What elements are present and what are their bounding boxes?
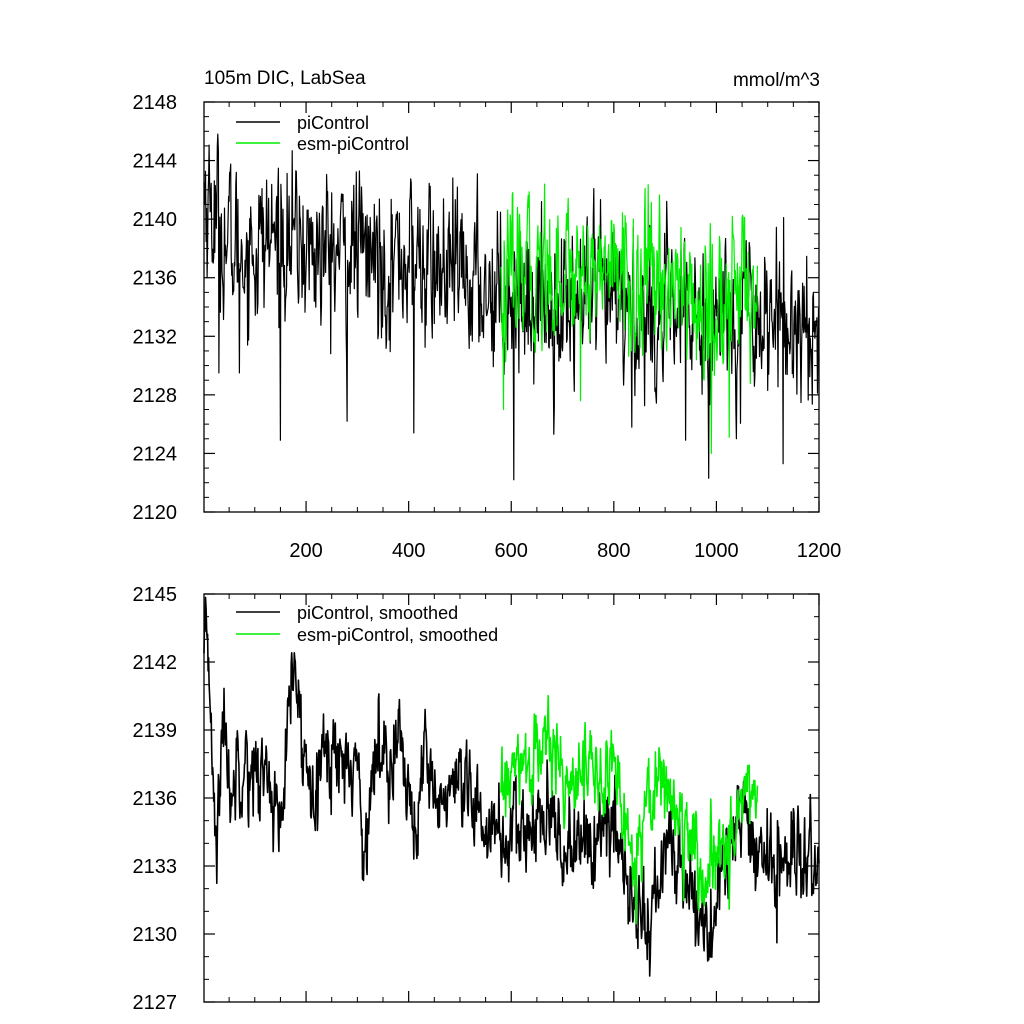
top-x-tick-label: 1000 [694, 540, 739, 562]
top-panel-title: 105m DIC, LabSea [204, 68, 366, 89]
bottom-series-line-esm-picontrol-smoothed [500, 694, 759, 925]
bottom-y-tick-label: 2133 [133, 856, 178, 878]
top-y-tick-label: 2124 [133, 443, 178, 465]
top-x-tick-label: 400 [392, 540, 425, 562]
top-y-tick-label: 2148 [133, 92, 178, 114]
legend-label-esm-picontrol: esm-piControl [297, 134, 409, 154]
top-panel: 105m DIC, LabSea mmol/m^3 21202124212821… [133, 68, 842, 562]
bottom-y-tick-label: 2145 [133, 584, 178, 606]
top-legend: piControl esm-piControl [236, 113, 409, 154]
bottom-y-tick-label: 2127 [133, 992, 178, 1014]
top-series-group [203, 133, 820, 481]
legend-label-picontrol: piControl [297, 113, 369, 133]
top-series-line-esm-picontrol [500, 183, 758, 454]
bottom-series-group [203, 596, 820, 977]
bottom-series-line-picontrol-smoothed [203, 596, 820, 977]
top-x-tick-label: 200 [289, 540, 322, 562]
bottom-y-tick-label: 2142 [133, 652, 178, 674]
legend-label-picontrol-smoothed: piControl, smoothed [297, 603, 458, 623]
top-x-tick-label: 600 [495, 540, 528, 562]
top-y-tick-label: 2140 [133, 209, 178, 231]
bottom-y-tick-label: 2130 [133, 924, 178, 946]
bottom-plot-frame [203, 593, 820, 1003]
bottom-axes: 2127 2130 2133 2136 2139 2142 2145 [133, 584, 820, 1014]
top-y-tick-label: 2120 [133, 502, 178, 524]
top-y-tick-label: 2128 [133, 385, 178, 407]
top-x-tick-label: 800 [597, 540, 630, 562]
bottom-y-tick-label: 2139 [133, 720, 178, 742]
bottom-y-tick-label: 2136 [133, 788, 178, 810]
top-x-tick-label: 1200 [797, 540, 842, 562]
top-series-line-picontrol [203, 133, 820, 481]
top-y-tick-label: 2136 [133, 268, 178, 290]
top-panel-units: mmol/m^3 [733, 70, 820, 91]
bottom-legend: piControl, smoothed esm-piControl, smoot… [236, 603, 498, 645]
top-axes: 2120 2124 2128 2132 2136 2140 2144 2148 200 400 60… [133, 92, 842, 562]
top-y-tick-label: 2144 [133, 151, 178, 173]
bottom-panel: 2127 2130 2133 2136 2139 2142 2145 piControl, … [133, 584, 820, 1014]
top-y-tick-label: 2132 [133, 326, 178, 348]
legend-label-esm-picontrol-smoothed: esm-piControl, smoothed [297, 625, 498, 645]
